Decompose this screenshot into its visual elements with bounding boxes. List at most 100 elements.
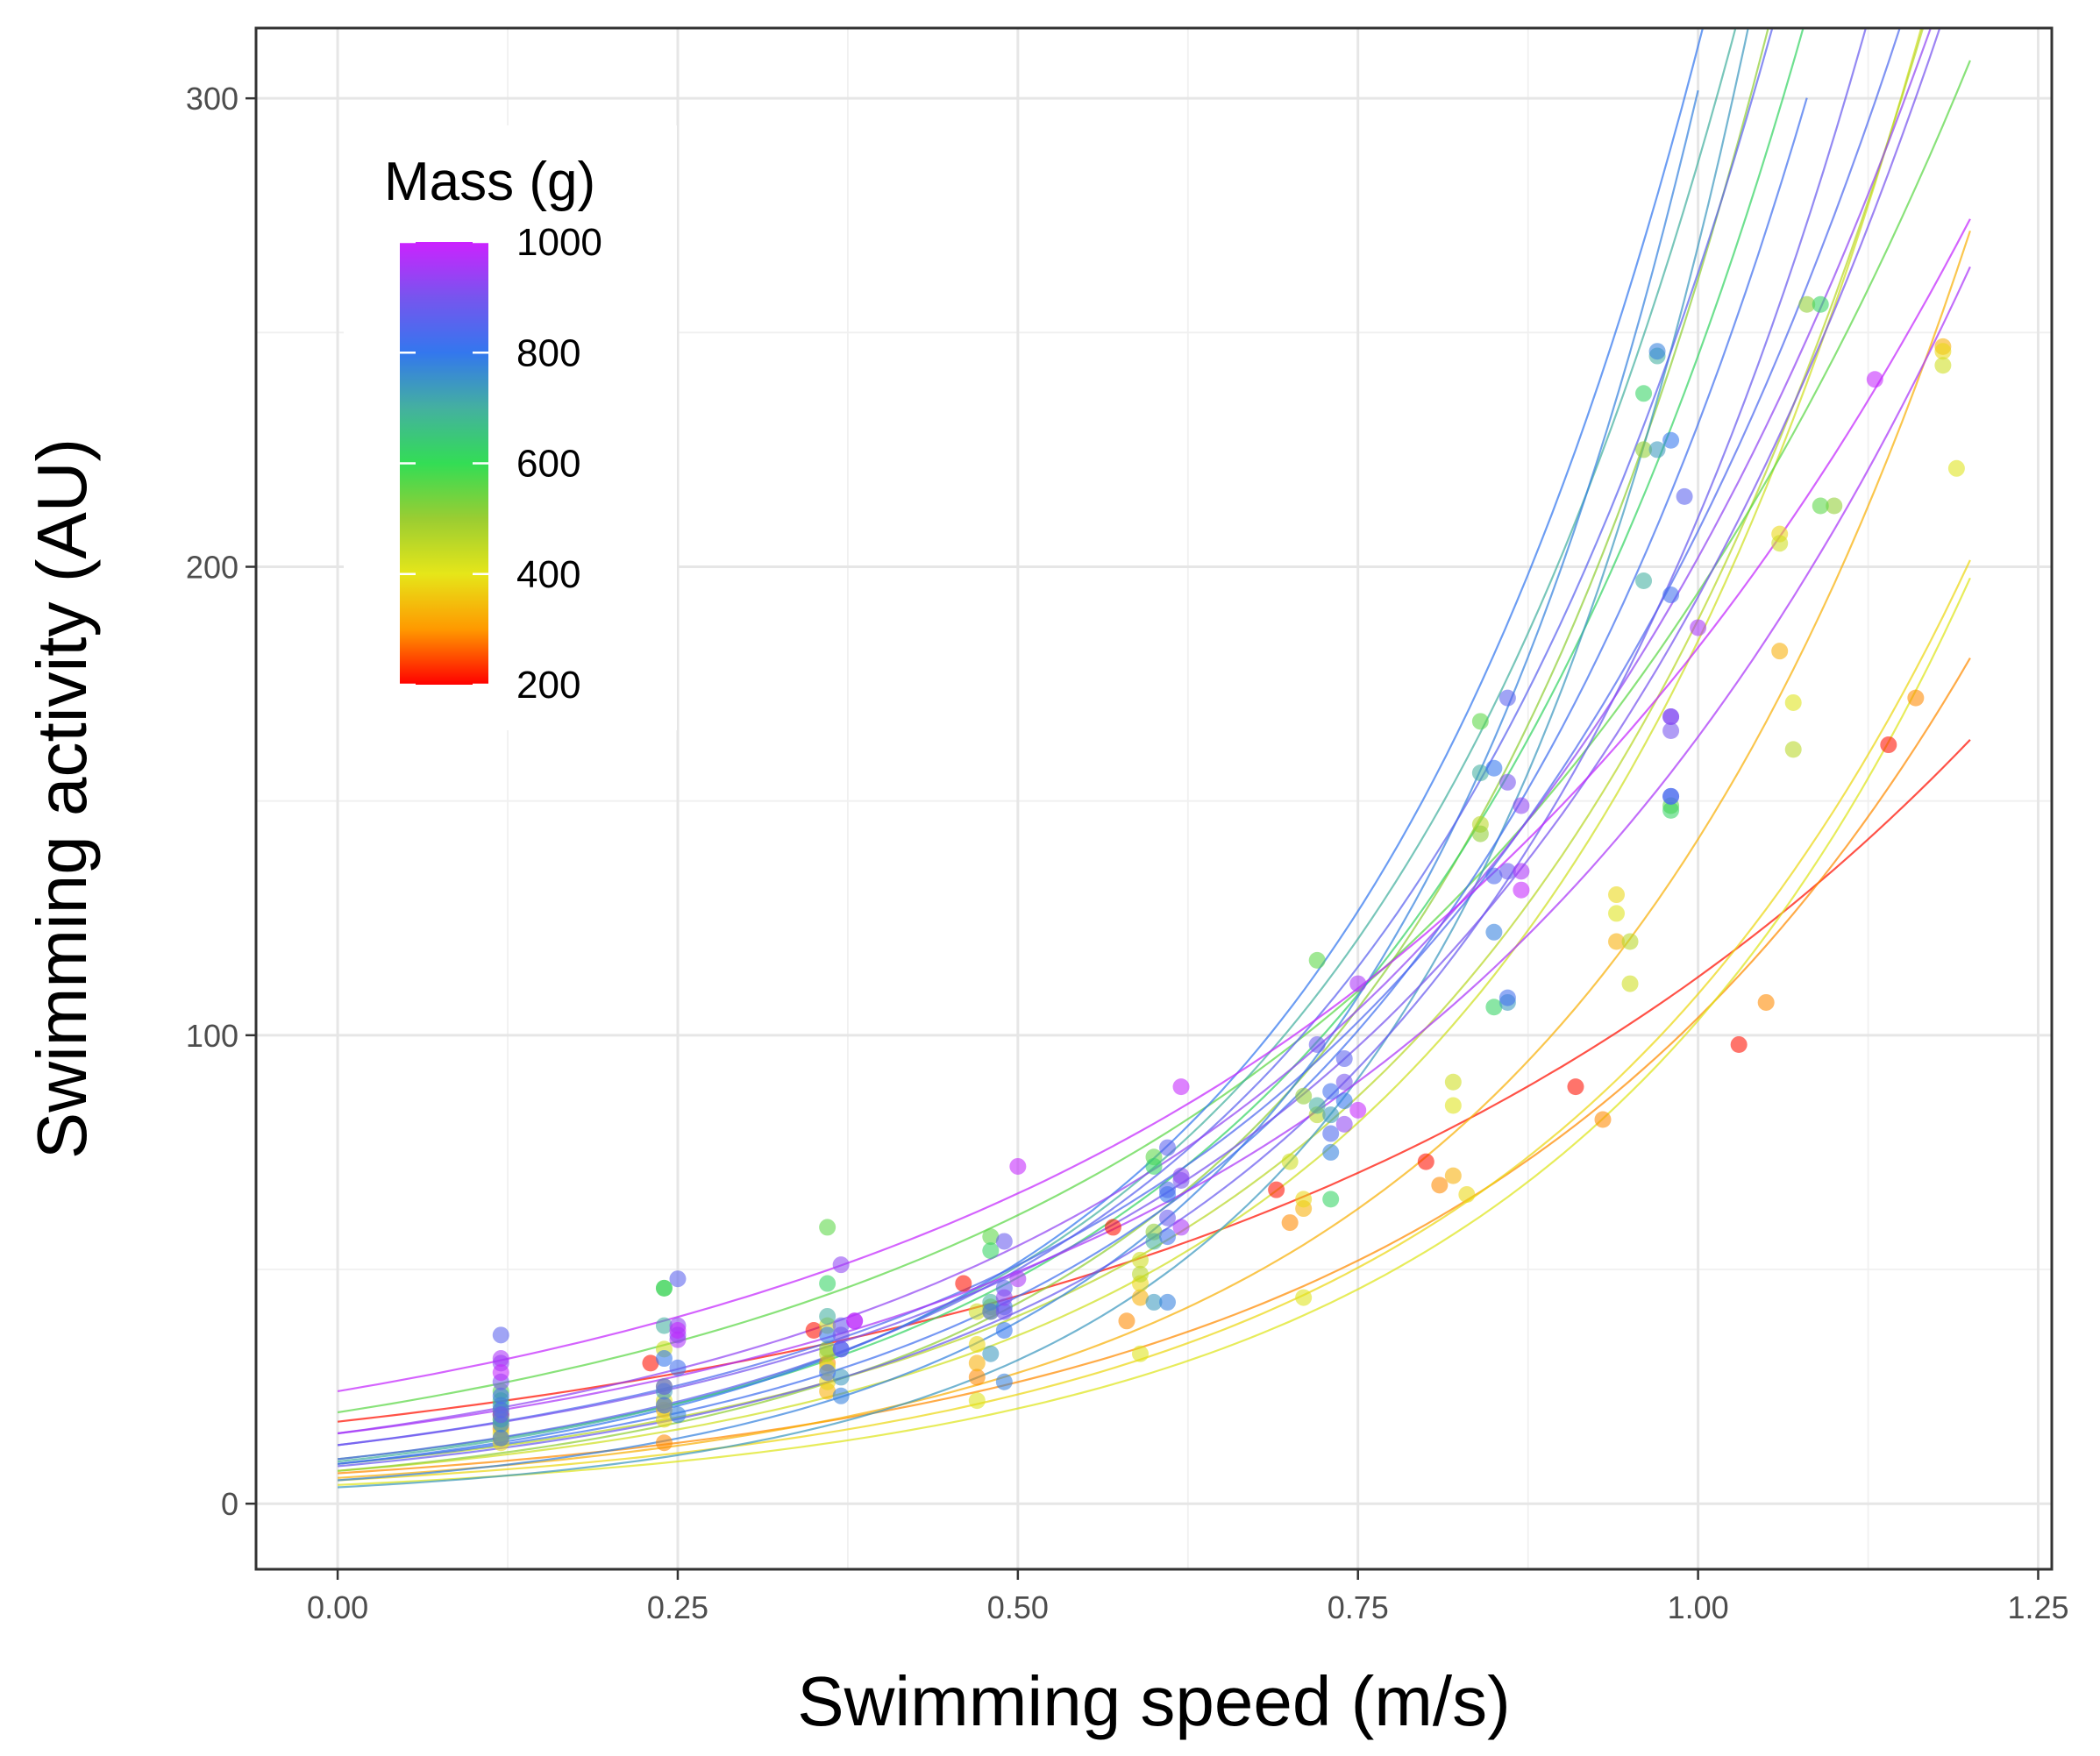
fit-curve [337,218,1971,1392]
data-point [968,1369,986,1386]
data-point [1757,993,1775,1011]
y-tick-label: 100 [186,1018,238,1054]
data-point [982,1242,1000,1260]
data-point [995,1373,1013,1390]
data-point [1498,689,1516,707]
data-point [1608,933,1626,950]
data-point [1444,1097,1462,1114]
data-point [1498,863,1516,880]
fit-curve [338,559,1971,1482]
data-point [832,1256,850,1274]
data-point [1662,431,1680,449]
data-point [982,1303,1000,1320]
x-tick-label: 0.50 [987,1589,1049,1625]
data-point [492,1406,509,1424]
data-point [995,1321,1013,1339]
data-point [655,1397,673,1414]
data-point [1485,867,1503,885]
data-point [1335,1092,1353,1110]
fit-curve [338,28,1923,1472]
data-point [982,1345,1000,1362]
x-tick-label: 1.00 [1668,1589,1729,1625]
data-point [1635,441,1653,459]
data-point [968,1392,986,1410]
fit-curve [337,28,1901,1447]
data-point [846,1312,864,1330]
data-point [1335,1073,1353,1091]
data-point [1009,1270,1027,1288]
data-point [1812,295,1829,313]
data-point [1648,343,1666,360]
data-point [1771,535,1789,552]
data-point [1172,1219,1190,1236]
data-point [955,1275,972,1292]
data-point [1131,1345,1149,1362]
data-point [1281,1214,1299,1232]
data-point [968,1336,986,1354]
legend-title: Mass (g) [384,152,595,212]
legend-ticks: 200 400 600 800 1000 [400,221,602,707]
data-point [1635,572,1653,590]
data-point [832,1369,850,1386]
data-point [1784,693,1802,711]
data-point [1812,497,1829,515]
data-point [1172,1167,1190,1184]
data-point [1947,459,1965,477]
data-point [1417,1153,1434,1170]
y-tick-label: 300 [186,81,238,117]
x-axis-title: Swimming speed (m/s) [797,1662,1511,1740]
fit-curve [337,28,1737,1463]
fit-curve [337,28,1705,1465]
data-point [1485,923,1503,941]
data-point [1131,1265,1149,1283]
data-point [1295,1289,1313,1306]
data-point [1635,385,1653,402]
data-point [655,1279,673,1297]
data-point [832,1387,850,1404]
data-point [1471,713,1489,730]
data-point [995,1289,1013,1306]
data-point [1498,773,1516,791]
fit-curve [338,28,1749,1489]
data-point [655,1317,673,1334]
data-point [1458,1186,1476,1204]
data-point [1784,741,1802,758]
data-point [1608,905,1626,922]
y-axis-title: Swimming activity (AU) [23,438,101,1159]
data-point [1771,643,1789,660]
legend-tick-label: 800 [516,331,580,374]
data-point [1322,1083,1340,1100]
data-point [1907,689,1925,707]
data-point [1281,1153,1299,1170]
y-tick-label: 0 [221,1486,238,1522]
data-point [1145,1233,1163,1250]
data-point [1471,764,1489,782]
data-point [982,1228,1000,1246]
legend-tick-label: 400 [516,553,580,596]
data-point [1322,1143,1340,1161]
data-point [492,1364,509,1382]
data-point [819,1340,836,1358]
data-point [1594,1111,1612,1128]
data-point [819,1326,836,1344]
data-point [1608,886,1626,904]
data-point [1131,1251,1149,1269]
data-point [1621,933,1639,950]
data-point [1798,295,1816,313]
legend-tick-label: 1000 [516,221,602,264]
data-point [1498,989,1516,1006]
data-point [832,1326,850,1344]
fit-curve [338,230,1971,1479]
data-point [669,1406,687,1424]
data-point [1009,1157,1027,1175]
fit-curve [337,60,1971,1414]
legend: Mass (g) 200 400 600 800 1000 [344,125,677,730]
fit-curve [338,577,1971,1486]
data-point [1934,343,1952,360]
y-tick-label: 200 [186,549,238,585]
y-axis: 0 100 200 300 [186,81,256,1522]
x-axis: 0.00 0.25 0.50 0.75 1.00 1.25 [307,1569,2069,1625]
fit-curve [337,28,1941,1447]
data-point [1145,1293,1163,1311]
